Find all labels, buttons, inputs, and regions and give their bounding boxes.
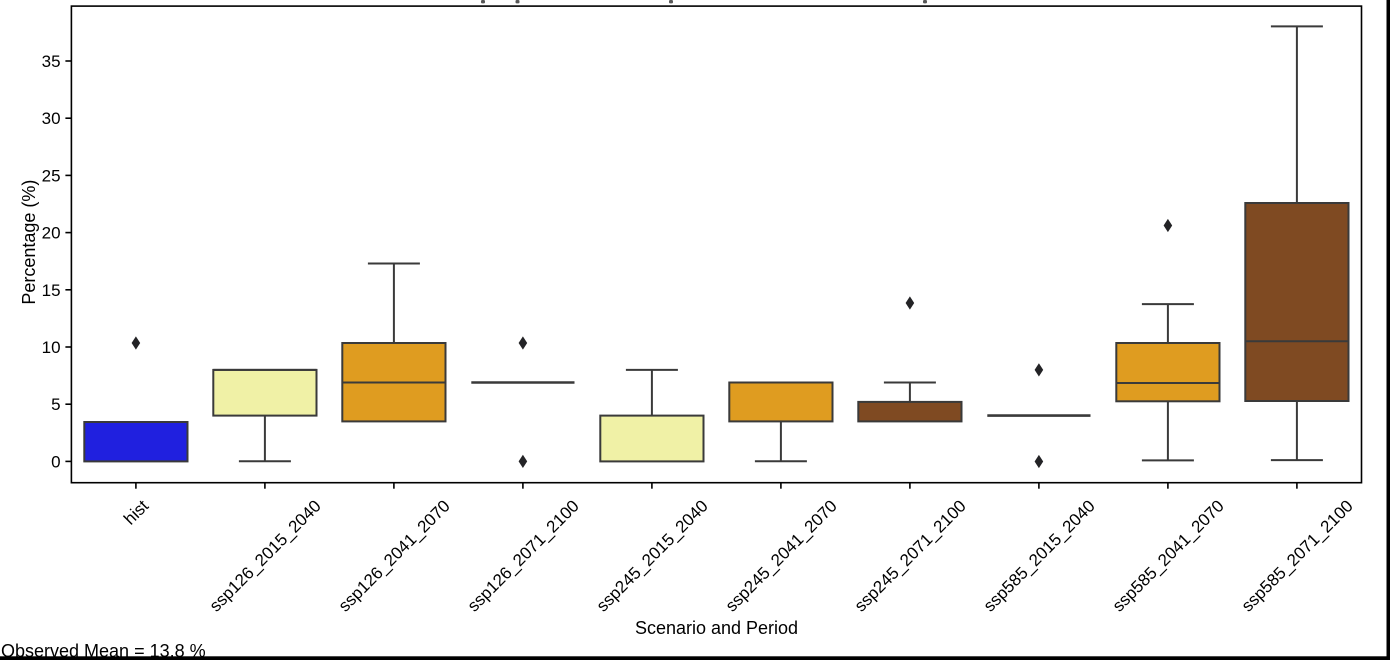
svg-text:15: 15: [42, 281, 61, 300]
svg-text:5: 5: [51, 395, 60, 414]
svg-text:10: 10: [42, 338, 61, 357]
svg-text:0: 0: [51, 452, 60, 471]
svg-text:35: 35: [42, 52, 61, 71]
svg-text:20: 20: [42, 224, 61, 243]
svg-text:30: 30: [42, 109, 61, 128]
svg-text:Percentage (%): Percentage (%): [19, 180, 39, 305]
svg-text:25: 25: [42, 166, 61, 185]
svg-text:Scenario and Period: Scenario and Period: [635, 618, 798, 638]
